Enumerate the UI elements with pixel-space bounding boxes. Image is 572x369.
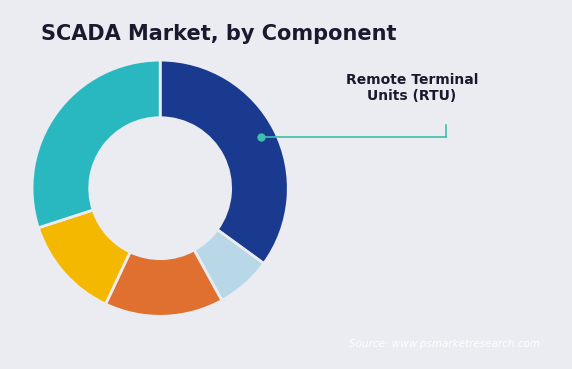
Wedge shape: [160, 60, 288, 263]
Text: SCADA Market, by Component: SCADA Market, by Component: [41, 24, 397, 44]
Text: Source: www.psmarketresearch.com: Source: www.psmarketresearch.com: [349, 339, 540, 349]
Wedge shape: [194, 230, 264, 300]
Text: Remote Terminal
Units (RTU): Remote Terminal Units (RTU): [345, 73, 478, 103]
Wedge shape: [38, 210, 130, 304]
Wedge shape: [106, 250, 222, 316]
Wedge shape: [32, 60, 160, 228]
